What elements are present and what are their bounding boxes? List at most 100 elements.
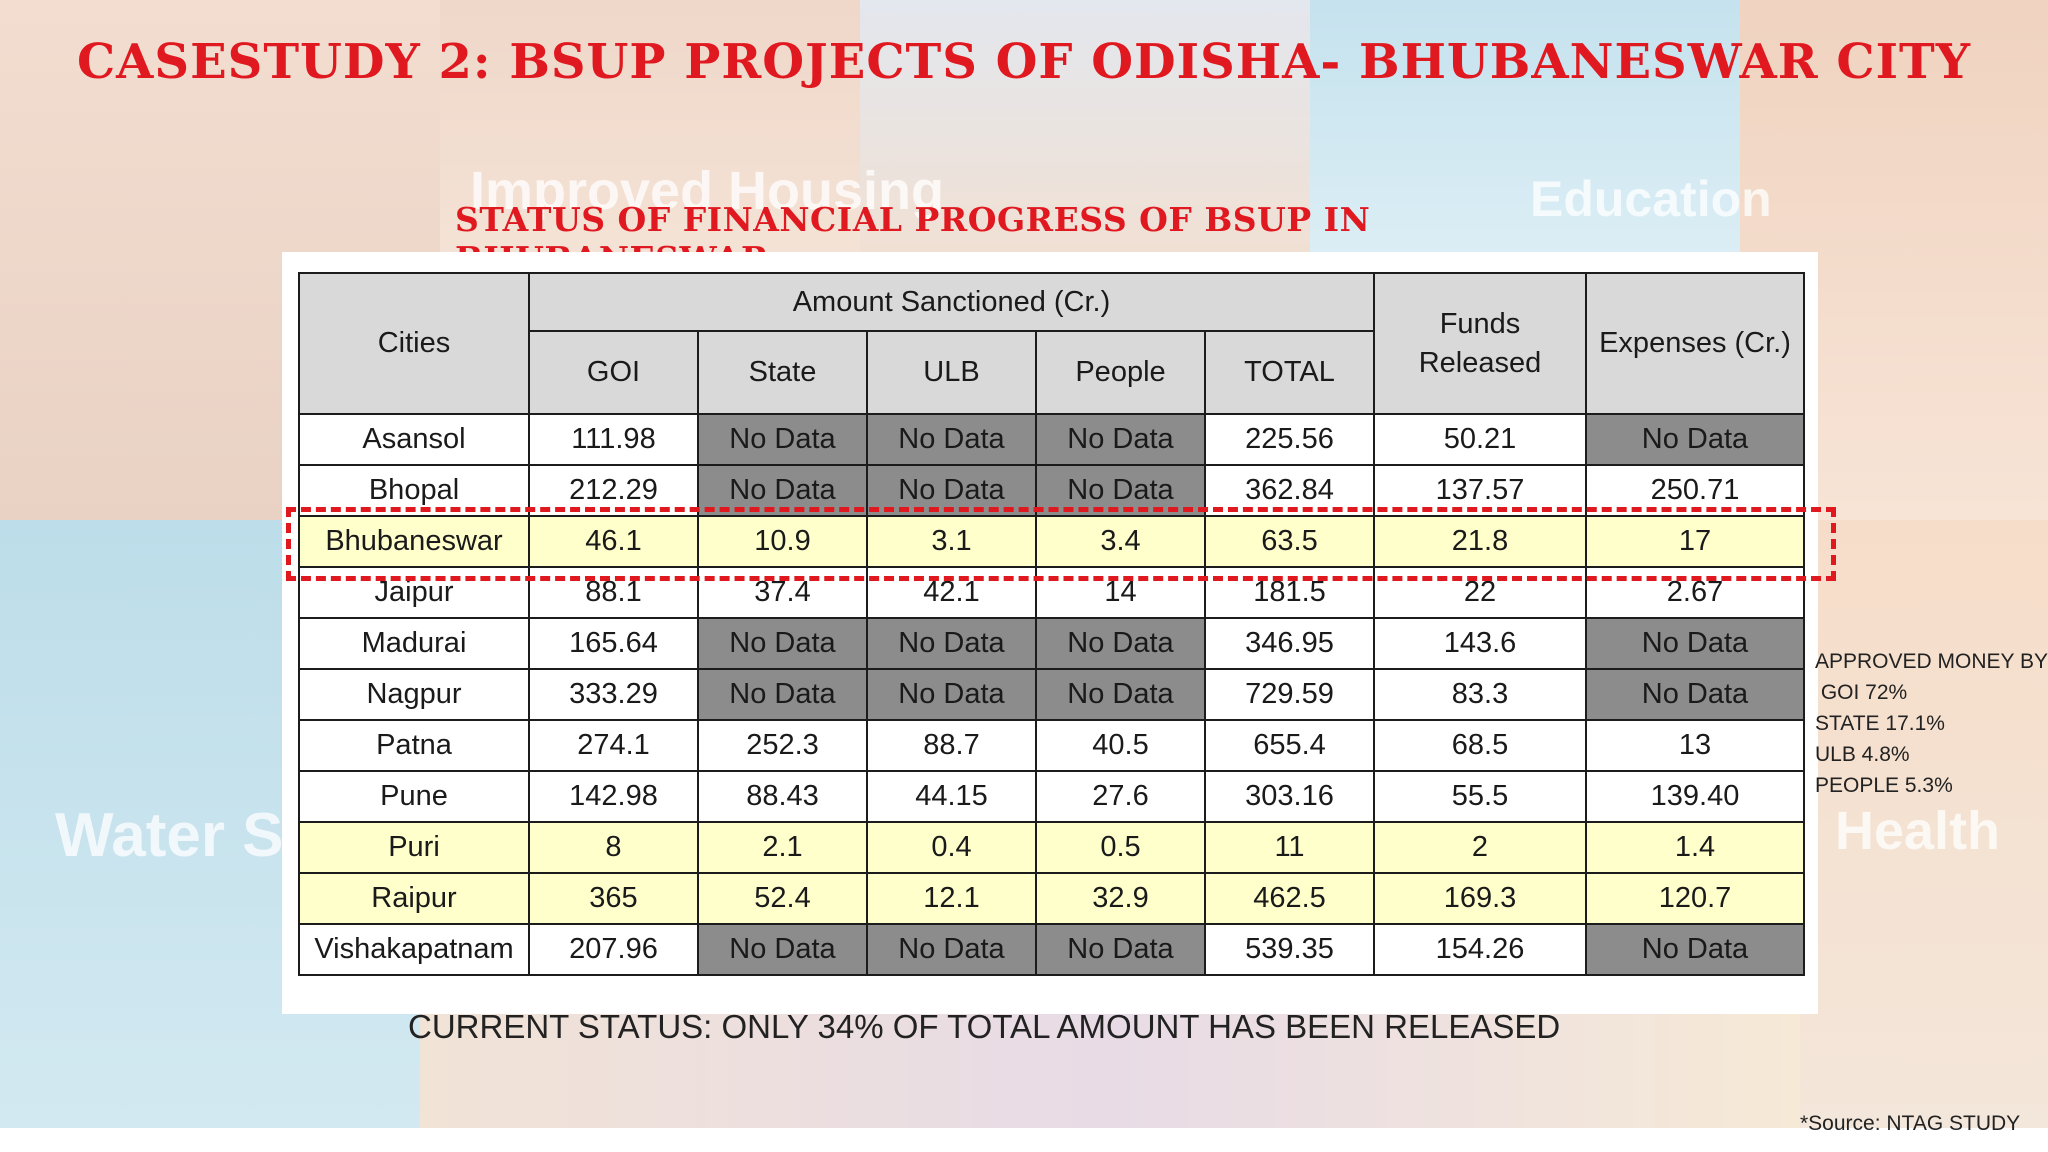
cell-goi: 88.1	[528, 566, 699, 619]
cell-value: 181.5	[1253, 576, 1326, 608]
cell-total: 11	[1204, 821, 1375, 874]
cell-funds: 68.5	[1373, 719, 1587, 772]
cell-value: No Data	[1067, 933, 1174, 965]
cell-city: Jaipur	[298, 566, 530, 619]
cell-ulb: 3.1	[866, 515, 1037, 568]
cell-value: 137.57	[1435, 474, 1525, 506]
cell-state: No Data	[697, 413, 868, 466]
cell-value: 362.84	[1245, 474, 1334, 506]
table-row: Jaipur 88.1 37.4 42.1 14 181.5 22 2.67	[298, 566, 1805, 619]
cell-city: Nagpur	[298, 668, 530, 721]
table-row: Raipur 365 52.4 12.1 32.9 462.5 169.3 120.7	[298, 872, 1805, 925]
cell-value: 250.71	[1650, 474, 1740, 506]
table-row: Pune 142.98 88.43 44.15 27.6 303.16 55.5 139.40	[298, 770, 1805, 823]
cell-value: 729.59	[1245, 678, 1334, 710]
cell-value: 3.1	[931, 525, 972, 557]
cell-value: 2.67	[1666, 576, 1724, 608]
cell-funds: 169.3	[1373, 872, 1587, 925]
cell-value: 1.4	[1674, 831, 1716, 863]
cell-value: No Data	[1067, 423, 1174, 455]
cell-value: Jaipur	[374, 576, 454, 608]
cell-value: 17	[1678, 525, 1712, 557]
cell-value: 14	[1104, 576, 1137, 608]
cell-value: 2	[1471, 831, 1489, 863]
cell-value: 46.1	[585, 525, 642, 557]
cell-ulb: No Data	[866, 923, 1037, 976]
cell-goi: 274.1	[528, 719, 699, 772]
cell-value: 225.56	[1245, 423, 1334, 455]
bg-word-education: Education	[1530, 171, 1772, 227]
bg-word-housing: Improved Housing	[470, 161, 945, 221]
table-row: Asansol 111.98 No Data No Data No Data 225.56…	[298, 413, 1805, 466]
cell-total: 462.5	[1204, 872, 1375, 925]
cell-value: 22	[1463, 576, 1497, 608]
cell-value: No Data	[1641, 627, 1749, 659]
cell-state: 2.1	[697, 821, 868, 874]
cell-value: 68.5	[1451, 729, 1509, 761]
cell-value: No Data	[729, 627, 836, 659]
cell-total: 729.59	[1204, 668, 1375, 721]
cell-ulb: 0.4	[866, 821, 1037, 874]
header-funds-released: Funds Released	[1373, 272, 1587, 415]
table-body: Asansol 111.98 No Data No Data No Data 225.56…	[298, 413, 1805, 976]
table-row: Puri 8 2.1 0.4 0.5 11 2 1.4	[298, 821, 1805, 874]
cell-people: 14	[1035, 566, 1206, 619]
cell-value: 21.8	[1451, 525, 1509, 557]
table-row: Patna 274.1 252.3 88.7 40.5 655.4 68.5 13	[298, 719, 1805, 772]
cell-value: 154.26	[1435, 933, 1525, 965]
cell-value: Asansol	[362, 423, 466, 455]
cell-value: 120.7	[1658, 882, 1732, 914]
cell-ulb: No Data	[866, 617, 1037, 670]
cell-value: 0.5	[1100, 831, 1141, 863]
cell-goi: 142.98	[528, 770, 699, 823]
cell-expenses: 120.7	[1585, 872, 1805, 925]
cell-value: 12.1	[923, 882, 980, 914]
header-amount-sanctioned: Amount Sanctioned (Cr.)	[528, 272, 1375, 332]
cell-state: No Data	[697, 617, 868, 670]
cell-value: Puri	[388, 831, 440, 863]
header-total: TOTAL	[1204, 330, 1375, 415]
cell-people: 3.4	[1035, 515, 1206, 568]
cell-city: Madurai	[298, 617, 530, 670]
current-status-text: CURRENT STATUS: ONLY 34% OF TOTAL AMOUNT…	[408, 1008, 1561, 1045]
cell-value: Madurai	[361, 627, 467, 659]
table-row: Madurai 165.64 No Data No Data No Data 346.95…	[298, 617, 1805, 670]
note-line: GOI 72%	[1815, 681, 1908, 704]
cell-value: 365	[589, 882, 638, 914]
cell-city: Pune	[298, 770, 530, 823]
cell-city: Vishakapatnam	[298, 923, 530, 976]
cell-value: 303.16	[1245, 780, 1334, 812]
cell-value: No Data	[1067, 474, 1174, 506]
cell-value: No Data	[898, 933, 1005, 965]
cell-state: 52.4	[697, 872, 868, 925]
cell-total: 225.56	[1204, 413, 1375, 466]
bottom-white-band	[0, 1128, 2048, 1152]
cell-value: 32.9	[1092, 882, 1149, 914]
cell-value: 44.15	[915, 780, 988, 812]
approved-money-note: APPROVED MONEY BY GOI 72% STATE 17.1% UL…	[1815, 646, 2048, 801]
table-row: Vishakapatnam 207.96 No Data No Data No Data…	[298, 923, 1805, 976]
cell-value: No Data	[898, 474, 1005, 506]
cell-funds: 143.6	[1373, 617, 1587, 670]
cell-city: Bhubaneswar	[298, 515, 530, 568]
cell-value: No Data	[1641, 678, 1749, 710]
cell-goi: 46.1	[528, 515, 699, 568]
table-row: Nagpur 333.29 No Data No Data No Data 729.59 8…	[298, 668, 1805, 721]
cell-value: 207.96	[569, 933, 658, 965]
cell-goi: 8	[528, 821, 699, 874]
cell-goi: 165.64	[528, 617, 699, 670]
cell-city: Asansol	[298, 413, 530, 466]
cell-funds: 50.21	[1373, 413, 1587, 466]
cell-expenses: 2.67	[1585, 566, 1805, 619]
cell-value: 8	[605, 831, 622, 863]
source-note: *Source: NTAG STUDY	[1800, 1112, 2021, 1135]
cell-value: 346.95	[1245, 627, 1334, 659]
cell-value: 3.4	[1100, 525, 1141, 557]
cell-value: No Data	[898, 678, 1005, 710]
cell-funds: 22	[1373, 566, 1587, 619]
cell-funds: 2	[1373, 821, 1587, 874]
cell-expenses: No Data	[1585, 668, 1805, 721]
cell-funds: 154.26	[1373, 923, 1587, 976]
table-row: Bhubaneswar 46.1 10.9 3.1 3.4 63.5 21.8 17	[298, 515, 1805, 568]
cell-value: 13	[1678, 729, 1712, 761]
